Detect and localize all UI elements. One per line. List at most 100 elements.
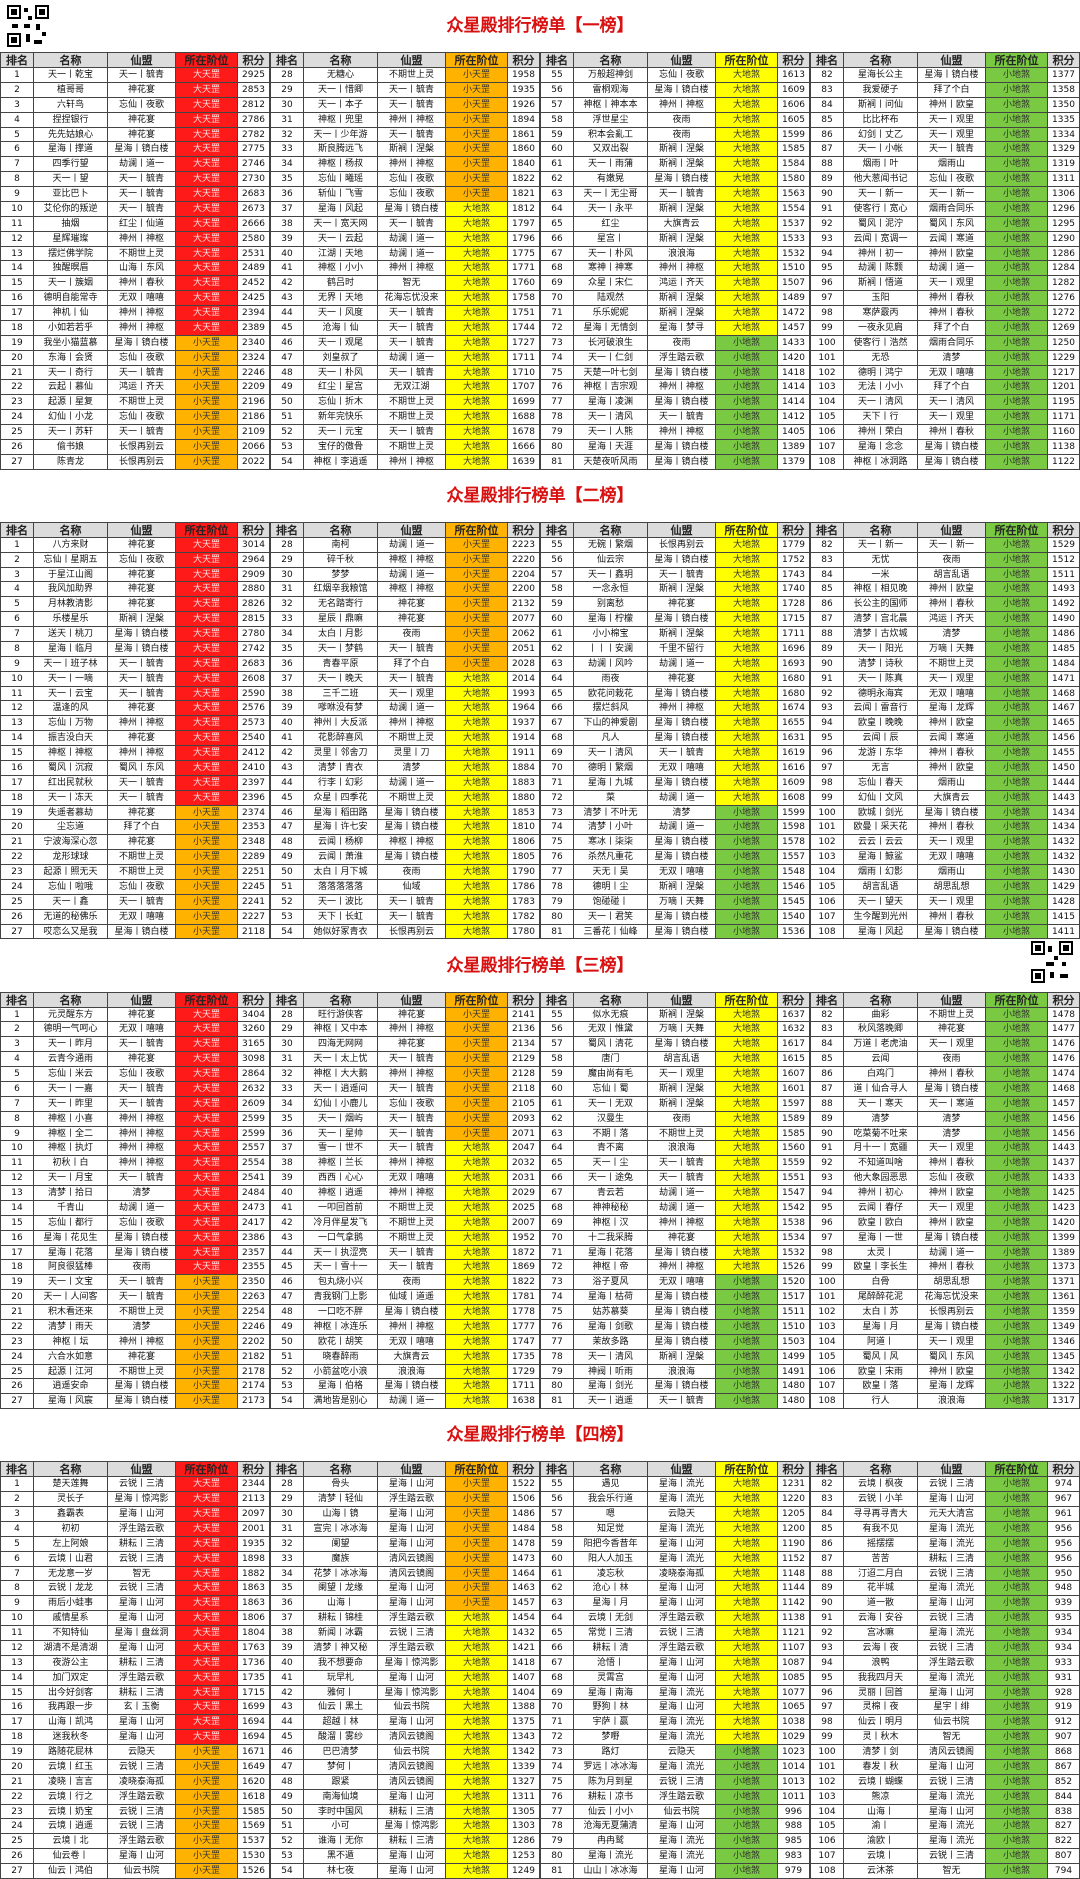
player-name: 尾醉醉花泥: [844, 1290, 918, 1306]
guild: 清梦: [918, 627, 986, 642]
rank: 25: [0, 425, 34, 440]
score: 2118: [238, 924, 270, 940]
rank: 95: [810, 731, 844, 747]
score: 1530: [238, 1849, 270, 1865]
tier: 大地煞: [446, 1611, 508, 1627]
tier: 小天罡: [446, 1081, 508, 1097]
player-name: 我风加助界: [34, 582, 108, 598]
tier: 小地煞: [986, 1849, 1048, 1865]
rank: 58: [540, 1052, 574, 1067]
score: 933: [1048, 1655, 1080, 1671]
score: 983: [778, 1849, 810, 1865]
tier: 大天罡: [176, 1536, 238, 1552]
guild: 星海丨山河: [378, 1864, 446, 1879]
player-name: 嗯: [574, 1507, 648, 1522]
score: 1585: [778, 1126, 810, 1142]
guild: 长恨再别云: [378, 924, 446, 940]
player-name: 欧皇丨欧白: [844, 1215, 918, 1231]
rank: 29: [270, 82, 304, 98]
rank: 87: [810, 612, 844, 628]
score: 2182: [238, 1349, 270, 1365]
player-name: 楚天莲舞: [34, 1477, 108, 1493]
guild: 万嘀丨天舞: [648, 894, 716, 910]
tier: 大地煞: [716, 612, 778, 628]
rank: 105: [810, 410, 844, 426]
guild: 斯裥丨涅槃: [648, 1349, 716, 1365]
tier: 小地煞: [986, 410, 1048, 426]
guild: 耕耘丨三清: [108, 1536, 176, 1552]
score: 1822: [508, 1275, 540, 1291]
rank: 56: [540, 1492, 574, 1507]
score: 1457: [508, 1596, 540, 1612]
rank: 77: [540, 395, 574, 411]
score: 2484: [238, 1186, 270, 1201]
score: 1782: [508, 909, 540, 925]
tier: 大地煞: [446, 835, 508, 851]
score: 1499: [778, 1349, 810, 1365]
guild: 神州丨神枢: [648, 261, 716, 277]
guild: 不期世上灵: [648, 1126, 716, 1142]
player-name: 神州丨荣白: [844, 425, 918, 440]
tier: 大天罡: [176, 671, 238, 687]
column-header: 仙盟: [108, 991, 176, 1008]
guild: 星海丨镜白楼: [648, 1305, 716, 1320]
player-name: 天一丨云宝: [34, 686, 108, 702]
board-title: 众星殿排行榜单【三榜】: [446, 955, 634, 976]
score: 1305: [508, 1804, 540, 1820]
tier: 大地煞: [716, 1245, 778, 1261]
score: 1456: [1048, 1126, 1080, 1142]
score: 2007: [508, 1215, 540, 1231]
player-name: 星海丨鲸鲨: [844, 850, 918, 866]
player-name: 清梦丨拾日: [34, 1186, 108, 1201]
player-name: 斯裥丨悟道: [844, 276, 918, 292]
player-name: 四海无网网: [304, 1037, 378, 1053]
guild: 鸿运丨齐天: [108, 380, 176, 396]
guild: 星海丨流光: [648, 1551, 716, 1567]
player-name: 天一丨鑫玥: [574, 567, 648, 583]
tier: 大地煞: [716, 1096, 778, 1112]
score: 1425: [1048, 1186, 1080, 1201]
guild: 斯裥丨涅槃: [648, 1081, 716, 1097]
score: 1286: [1048, 246, 1080, 262]
guild: 星海丨镜白楼: [648, 731, 716, 747]
score: 1306: [1048, 187, 1080, 202]
tier: 大地煞: [446, 1670, 508, 1686]
guild: 星海丨镜白楼: [378, 201, 446, 217]
tier: 大天罡: [176, 1730, 238, 1746]
tier: 小地煞: [986, 582, 1048, 598]
rank: 76: [540, 380, 574, 396]
tier: 大地煞: [716, 216, 778, 232]
column-header: 积分: [238, 521, 270, 538]
player-name: 云闻: [844, 1052, 918, 1067]
guild: 天一丨新一: [918, 537, 986, 553]
rank: 20: [0, 350, 34, 366]
guild: 天一丨毓青: [378, 127, 446, 143]
column-header: 积分: [1048, 1461, 1080, 1478]
score: 1778: [508, 1305, 540, 1320]
score: 838: [1048, 1804, 1080, 1820]
guild: 星海丨山河: [108, 1596, 176, 1612]
score: 1526: [778, 1260, 810, 1276]
guild: 星海丨龙辉: [918, 1379, 986, 1395]
score: 1432: [508, 1626, 540, 1641]
score: 2113: [238, 1492, 270, 1507]
tier: 小天罡: [176, 1290, 238, 1306]
rank: 5: [0, 1536, 34, 1552]
rank: 78: [540, 1349, 574, 1365]
rank: 35: [270, 172, 304, 188]
player-name: 酸溜丨雾纱: [304, 1730, 378, 1746]
rank: 74: [540, 350, 574, 366]
guild: 神州丨欧皇: [918, 1215, 986, 1231]
player-name: 天一丨陈真: [844, 671, 918, 687]
tier: 小天罡: [176, 454, 238, 470]
tier: 大天罡: [176, 1096, 238, 1112]
guild: 夜雨: [378, 865, 446, 880]
score: 2573: [238, 716, 270, 732]
score: 1758: [508, 291, 540, 307]
player-name: 清梦丨不叶无: [574, 805, 648, 821]
guild: 浮生踏云歌: [648, 1789, 716, 1805]
tier: 大地煞: [716, 142, 778, 158]
rank: 101: [810, 1290, 844, 1306]
player-name: 无言: [844, 760, 918, 776]
score: 1490: [1048, 612, 1080, 628]
